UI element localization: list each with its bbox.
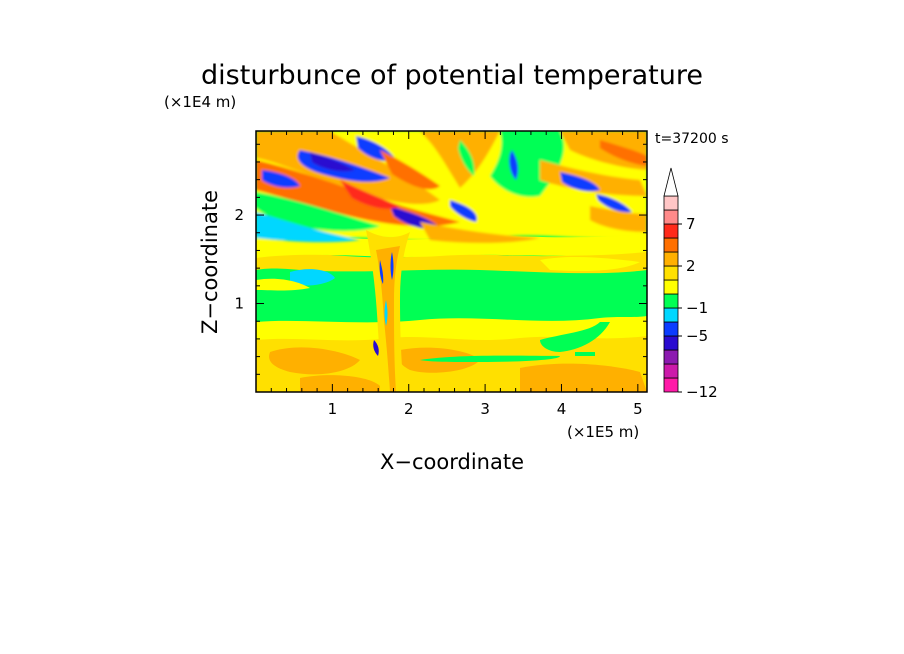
y-axis-ticks: 12 xyxy=(234,143,647,375)
x-tick-label: 2 xyxy=(404,400,414,418)
y-axis-label: Z−coordinate xyxy=(198,190,222,334)
colorbar-segment xyxy=(663,321,679,337)
colorbar-segment xyxy=(663,307,679,323)
y-axis-unit: (×1E4 m) xyxy=(164,93,236,111)
colorbar-segment xyxy=(663,349,679,365)
colorbar-tick-label: 2 xyxy=(686,257,696,275)
x-axis-label: X−coordinate xyxy=(380,450,524,474)
colorbar-segment xyxy=(663,335,679,351)
colorbar-segment xyxy=(663,251,679,267)
x-tick-label: 5 xyxy=(633,400,643,418)
colorbar-segment xyxy=(663,377,679,393)
y-tick-label: 1 xyxy=(234,295,244,313)
colorbar-segment xyxy=(663,293,679,309)
colorbar-segment xyxy=(663,223,679,239)
time-label: t=37200 s xyxy=(655,131,729,147)
x-tick-label: 1 xyxy=(328,400,338,418)
field-plume xyxy=(366,230,410,392)
colorbar-tick-label: −12 xyxy=(686,383,718,401)
colorbar-segment xyxy=(663,209,679,225)
chart-title: disturbunce of potential temperature xyxy=(201,60,703,91)
colorbar-segment xyxy=(663,279,679,295)
x-axis-unit: (×1E5 m) xyxy=(567,423,639,441)
colorbar-segment xyxy=(663,265,679,281)
x-tick-label: 3 xyxy=(480,400,490,418)
field-lower-band xyxy=(256,316,647,392)
colorbar-extend-arrow xyxy=(663,167,679,197)
x-tick-label: 4 xyxy=(557,400,567,418)
plot-frame xyxy=(255,130,648,393)
y-tick-label: 2 xyxy=(234,206,244,224)
colorbar-segment xyxy=(663,195,679,211)
x-axis-ticks: 1 2 3 4 5 xyxy=(270,131,643,418)
colorbar-segment xyxy=(663,237,679,253)
heatmap-field xyxy=(256,131,647,392)
colorbar-tick-label: −5 xyxy=(686,327,708,345)
colorbar-tick-label: 7 xyxy=(686,215,696,233)
colorbar: 7 2 −1 −5 −12 xyxy=(663,167,718,401)
field-upper-streaks xyxy=(256,131,647,243)
colorbar-segment xyxy=(663,363,679,379)
colorbar-tick-label: −1 xyxy=(686,299,708,317)
